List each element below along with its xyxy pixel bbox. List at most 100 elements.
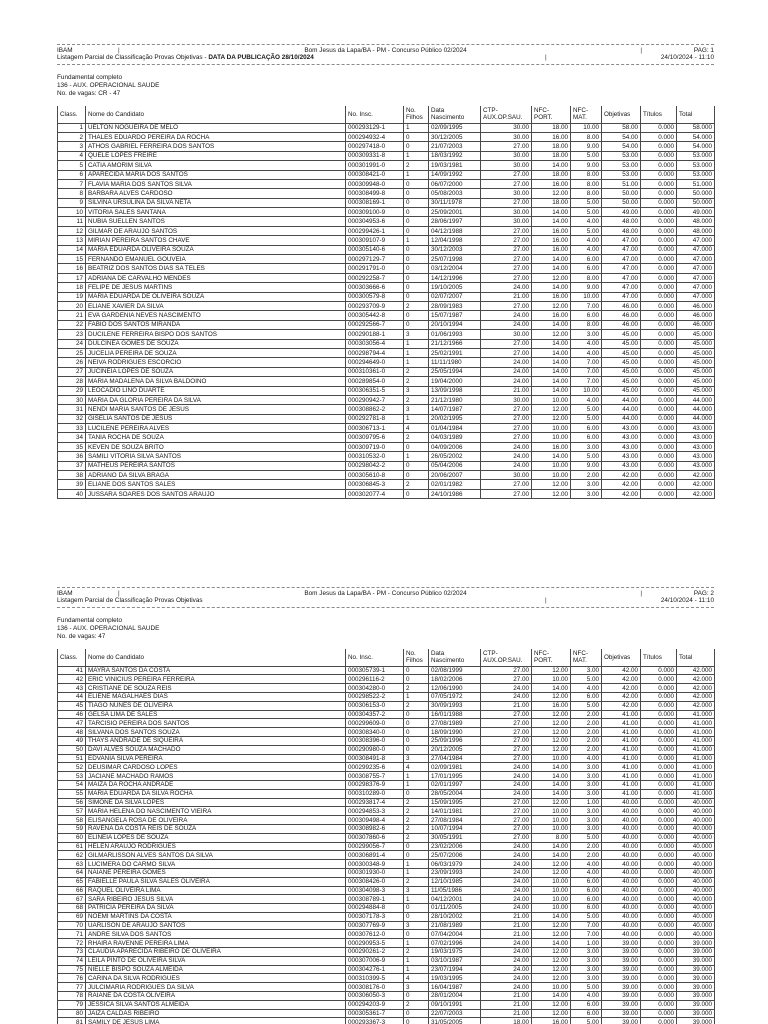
candidate-row: 47 TARCISIO PEREIRA DOS SANTOS 000299609-0… [57, 718, 715, 729]
cell-filhos: 2 [403, 823, 429, 834]
candidate-row: 60 ELINEIA LOPES DE SOUZA 000307860-6 2 30/0… [57, 832, 715, 843]
candidate-row: 15 FERNANDO EMANUEL GOUVEIA 000297129-7 0 25… [57, 254, 715, 265]
candidate-row: 53 JACIANE MACHADO RAMOS 000308755-7 1 17/01… [57, 771, 715, 781]
cell-nfc_port: 12.00 [531, 479, 571, 490]
cell-nfc_port: 14.00 [531, 779, 571, 790]
cell-titulos: 0.000 [640, 310, 677, 321]
cell-nascimento: 21/12/1966 [428, 338, 481, 349]
cell-class: 77 [57, 982, 86, 993]
cell-titulos: 0.000 [640, 753, 677, 764]
cell-total: 44.000 [676, 413, 715, 425]
cell-nascimento: 25/09/2001 [428, 207, 481, 218]
cell-objetivas: 45.00 [601, 329, 641, 340]
cell-nfc_mat: 5.00 [570, 700, 602, 711]
cell-filhos: 1 [403, 413, 429, 425]
cell-filhos: 1 [403, 357, 429, 368]
cell-filhos: 0 [403, 291, 429, 303]
cell-nome: GILMAR DE ARAUJO SANTOS [85, 225, 346, 237]
cell-titulos: 0.000 [640, 141, 677, 152]
cell-nfc_port: 12.00 [531, 735, 571, 746]
cell-nfc_mat: 2.00 [570, 470, 602, 481]
column-header-objetivas: Objetivas [601, 648, 641, 667]
cell-total: 39.000 [676, 982, 715, 993]
candidate-row: 67 SARA RIBEIRO JESUS SILVA 000308789-1 1 04… [57, 894, 715, 905]
classification-table: Class. Nome do Candidato No. Insc. No. Filh… [57, 105, 715, 500]
column-header-nfc_port: NFC- PORT. [531, 648, 571, 667]
cell-total: 40.000 [676, 832, 715, 843]
cell-total: 48.000 [676, 216, 715, 227]
cell-total: 44.000 [676, 394, 715, 406]
cell-filhos: 0 [403, 470, 429, 481]
cell-titulos: 0.000 [640, 423, 677, 434]
cell-total: 43.000 [676, 423, 715, 434]
cell-total: 39.000 [676, 999, 715, 1010]
cell-class: 5 [57, 160, 86, 171]
cell-objetivas: 51.00 [601, 178, 641, 190]
candidate-row: 58 ELISANGELA ROSA DE OLIVEIRA 000309498-4… [57, 815, 715, 825]
cell-ctp: 27.00 [480, 169, 532, 180]
cell-insc: 000309100-9 [345, 207, 404, 218]
cell-nome: GILMARLISSON ALVES SANTOS DA SILVA [85, 850, 346, 861]
cell-insc: 000304953-6 [345, 216, 404, 227]
cell-filhos: 1 [403, 150, 429, 162]
cell-ctp: 27.00 [480, 197, 532, 209]
cell-nfc_port: 12.00 [531, 188, 571, 199]
cell-nascimento: 25/07/1998 [428, 254, 481, 265]
cell-nfc_port: 12.00 [531, 718, 571, 729]
cell-insc: 000304280-0 [345, 683, 404, 693]
cell-total: 40.000 [676, 920, 715, 931]
column-header-nascimento: Data Nascimento [428, 105, 481, 124]
cell-class: 47 [57, 718, 86, 729]
cell-filhos: 0 [403, 225, 429, 237]
cell-total: 40.000 [676, 806, 715, 817]
cell-nome: MAIZA DA ROCHA ANDRADE [85, 779, 346, 790]
cell-objetivas: 42.00 [601, 700, 641, 711]
cell-insc: 000304276-1 [345, 964, 404, 975]
cell-total: 41.000 [676, 762, 715, 773]
cell-ctp: 24.00 [480, 319, 532, 331]
cell-filhos: 0 [403, 131, 429, 143]
cell-class: 48 [57, 727, 86, 737]
cell-nfc_mat: 6.00 [570, 691, 602, 702]
cell-filhos: 0 [403, 178, 429, 190]
cell-nascimento: 23/07/1994 [428, 964, 481, 975]
candidate-row: 11 NUBIA SUELLEN SANTOS 000304953-6 0 28/06/… [57, 216, 715, 227]
cell-nascimento: 27/08/1984 [428, 815, 481, 825]
cell-insc: 000293817-4 [345, 797, 404, 808]
candidate-row: 17 ADRIANA DE CARVALHO MENDES 000292258-7 0… [57, 272, 715, 284]
cell-nome: DEUSIMAR CARDOSO LOPES [85, 762, 346, 773]
cell-titulos: 0.000 [640, 150, 677, 162]
cell-nascimento: 31/05/2005 [428, 1017, 481, 1024]
cell-titulos: 0.000 [640, 441, 677, 453]
header-line-2: Listagem Parcial de Classificação Provas… [57, 54, 714, 62]
cell-nascimento: 30/12/2003 [428, 244, 481, 256]
cell-nome: SILVANA DOS SANTOS SOUZA [85, 727, 346, 737]
cell-nfc_port: 12.00 [531, 947, 571, 957]
cell-class: 40 [57, 488, 86, 500]
cell-total: 40.000 [676, 823, 715, 834]
candidate-row: 19 MARIA EDUARDA DE OLIVEIRA SOUZA 0003005… [57, 291, 715, 303]
cell-titulos: 0.000 [640, 850, 677, 861]
cell-objetivas: 43.00 [601, 432, 641, 443]
cell-objetivas: 42.00 [601, 479, 641, 490]
cell-nome: GISELIA SANTOS DE JESUS [85, 413, 346, 425]
cell-total: 41.000 [676, 727, 715, 737]
cell-insc: 000294853-3 [345, 806, 404, 817]
page-header: IBAM | Bom Jesus da Lapa/BA - PM - Concu… [57, 587, 714, 609]
cell-insc: 000299426-1 [345, 225, 404, 237]
cell-class: 29 [57, 385, 86, 396]
cell-nfc_mat: 8.00 [570, 319, 602, 331]
cell-class: 70 [57, 920, 86, 931]
cell-titulos: 0.000 [640, 788, 677, 799]
candidate-row: 52 DEUSIMAR CARDOSO LOPES 000299235-6 4 02/0… [57, 762, 715, 773]
cell-class: 3 [57, 141, 86, 152]
cell-ctp: 27.00 [480, 272, 532, 284]
cell-total: 47.000 [676, 244, 715, 256]
cell-nfc_port: 16.00 [531, 225, 571, 237]
cell-class: 57 [57, 806, 86, 817]
cell-titulos: 0.000 [640, 254, 677, 265]
cell-ctp: 27.00 [480, 244, 532, 256]
cell-nome: ADRIANA DE CARVALHO MENDES [85, 272, 346, 284]
cell-filhos: 2 [403, 876, 429, 887]
cell-nfc_mat: 8.00 [570, 272, 602, 284]
